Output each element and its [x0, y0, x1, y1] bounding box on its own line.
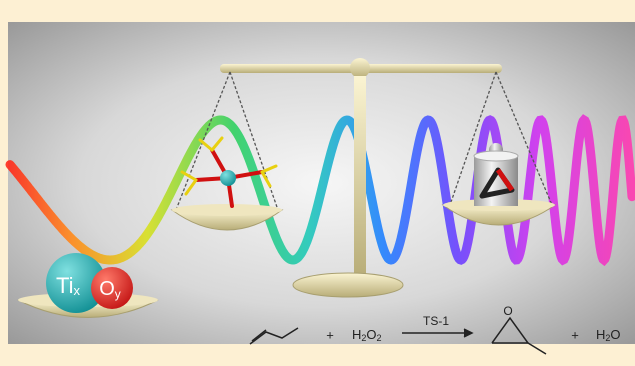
plus: + [571, 327, 579, 342]
plus: + [326, 327, 334, 342]
epoxide-o: O [503, 304, 512, 318]
ti-base: Ti [56, 273, 74, 298]
ti-sub: x [74, 283, 81, 298]
o: O [610, 327, 620, 342]
sub: 2 [377, 333, 382, 343]
h: H [352, 327, 361, 342]
catalyst-label: TS-1 [423, 314, 449, 328]
o-base: O [99, 278, 115, 300]
weight [474, 143, 518, 206]
o-sub: y [115, 287, 121, 301]
o: O [366, 327, 376, 342]
h: H [596, 327, 605, 342]
illustration: Tix Oy O + H2O2 TS-1 + H2O [0, 0, 635, 366]
